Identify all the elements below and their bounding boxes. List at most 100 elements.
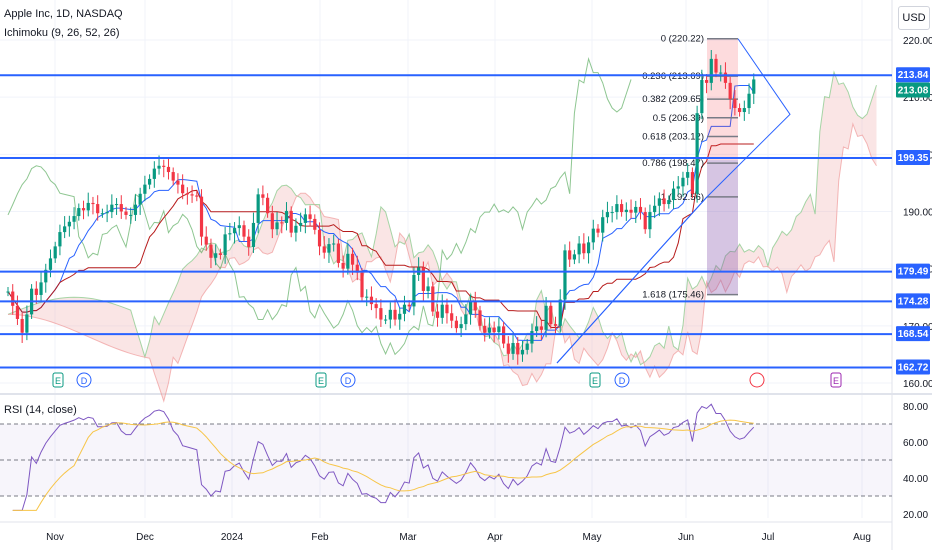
candle-body [355, 264, 359, 273]
candle-body [336, 243, 340, 263]
candle-body [100, 213, 104, 215]
candle-body [256, 194, 260, 223]
fib-level-label: 1 (192.56) [661, 192, 704, 203]
rsi-line [12, 403, 755, 511]
event-marker-label: E [318, 376, 324, 386]
candle-body [204, 236, 208, 245]
candle-body [162, 165, 166, 167]
candle-body [563, 250, 567, 300]
rsi-title: RSI (14, close) [4, 404, 77, 416]
candle-body [558, 299, 562, 326]
event-marker-label: D [81, 376, 88, 386]
candle-body [25, 314, 29, 333]
candle-body [506, 343, 510, 354]
candle-body [313, 218, 317, 230]
time-tick-label: Nov [46, 532, 64, 543]
candle-body [591, 228, 595, 243]
candle-body [492, 327, 496, 333]
candle-body [695, 113, 699, 194]
candle-body [96, 204, 100, 214]
time-tick-label: Dec [136, 532, 154, 543]
price-axis-badge-label: 168.54 [898, 329, 929, 340]
fib-blue-zone [707, 160, 738, 295]
candle-body [657, 198, 661, 206]
candle-body [752, 79, 756, 94]
candle-body [199, 196, 204, 237]
dividend-marker [614, 372, 630, 388]
earnings-marker [315, 372, 327, 388]
candle-body [459, 324, 463, 329]
time-tick-label: Aug [853, 532, 871, 543]
candle-body [690, 172, 694, 194]
candle-body [464, 314, 468, 325]
dividend-marker [76, 372, 92, 388]
candle-body [317, 229, 322, 247]
candle-body [412, 274, 416, 307]
candle-body [435, 311, 440, 318]
fib-level-label: 0.5 (206.39) [653, 113, 704, 124]
candle-body [605, 212, 610, 218]
candle-body [487, 327, 492, 333]
time-tick-label: Apr [487, 532, 503, 543]
candle-body [426, 286, 430, 291]
candle-body [143, 184, 147, 194]
candle-body [393, 309, 397, 320]
candle-body [468, 300, 473, 315]
candle-body [166, 166, 171, 173]
time-tick-label: Jul [762, 532, 775, 543]
candle-body [629, 209, 633, 213]
candle-body [261, 194, 265, 198]
candle-body [190, 194, 194, 196]
candle-body [6, 291, 10, 293]
candle-body [105, 212, 109, 214]
candle-body [185, 193, 189, 195]
candle-body [209, 244, 213, 258]
candle-body [91, 202, 95, 205]
currency-button[interactable]: USD [898, 6, 930, 30]
fib-level-label: 0.786 (198.47) [642, 158, 704, 169]
candle-body [440, 304, 444, 318]
candle-body [53, 246, 57, 259]
candle-body [704, 80, 709, 83]
earnings-marker [589, 372, 601, 388]
candle-body [133, 204, 138, 215]
candle-body [129, 214, 133, 216]
candle-body [539, 326, 543, 330]
candle-body [620, 204, 624, 213]
candle-body [81, 208, 86, 211]
candle-body [610, 212, 614, 214]
candle-body [577, 243, 581, 255]
candle-body [289, 210, 293, 233]
trendline [556, 196, 708, 364]
candle-body [742, 108, 746, 113]
event-marker-label: D [619, 376, 626, 386]
candle-body [638, 206, 643, 213]
candle-body [384, 319, 388, 321]
candle-body [270, 213, 274, 230]
time-tick-label: 2024 [221, 532, 244, 543]
candle-body [228, 233, 232, 235]
candle-body [719, 72, 723, 74]
candle-body [214, 253, 218, 258]
candle-body [218, 253, 222, 255]
candle-body [157, 165, 161, 169]
price-tick-label: 160.00 [903, 379, 932, 390]
candle-body [39, 282, 43, 295]
candle-body [530, 330, 534, 344]
candle-body [360, 272, 364, 298]
candle-body [379, 308, 383, 320]
candle-body [421, 267, 425, 291]
event-marker-label: D [345, 376, 352, 386]
fib-level-label: 0.382 (209.65) [642, 94, 704, 105]
candle-body [582, 243, 586, 254]
price-tick-label: 220.00 [903, 36, 932, 47]
price-tick-label: 190.00 [903, 208, 932, 219]
candle-body [67, 221, 71, 227]
candle-body [723, 72, 728, 83]
time-tick-label: May [583, 532, 602, 543]
candle-body [388, 309, 392, 320]
candle-body [308, 214, 312, 219]
candle-body [667, 200, 671, 205]
candle-body [671, 188, 676, 201]
